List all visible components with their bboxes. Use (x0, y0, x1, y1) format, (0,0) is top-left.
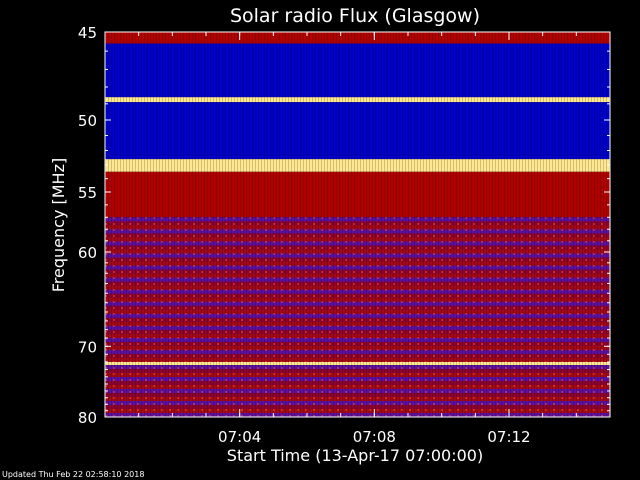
updated-timestamp: Updated Thu Feb 22 02:58:10 2018 (2, 470, 144, 479)
chart-title: Solar radio Flux (Glasgow) (230, 5, 480, 27)
x-axis-label: Start Time (13-Apr-17 07:00:00) (227, 446, 483, 465)
y-tick-label: 80 (78, 409, 97, 427)
x-tick-label: 07:08 (353, 428, 396, 446)
x-tick-label: 07:12 (487, 428, 530, 446)
x-axis: 07:04 07:08 07:12 (138, 32, 577, 446)
stripe-overlay (105, 32, 610, 417)
plot-frame (104, 31, 611, 418)
y-tick-label: 70 (78, 338, 97, 356)
y-tick-label: 45 (78, 24, 97, 42)
y-tick-label: 50 (78, 112, 97, 130)
plot-area (104, 31, 611, 418)
y-axis: 45 50 55 60 70 80 (78, 24, 610, 427)
y-tick-label: 55 (78, 184, 97, 202)
y-axis-label: Frequency [MHz] (49, 158, 68, 292)
x-tick-label: 07:04 (218, 428, 261, 446)
y-tick-label: 60 (78, 244, 97, 262)
